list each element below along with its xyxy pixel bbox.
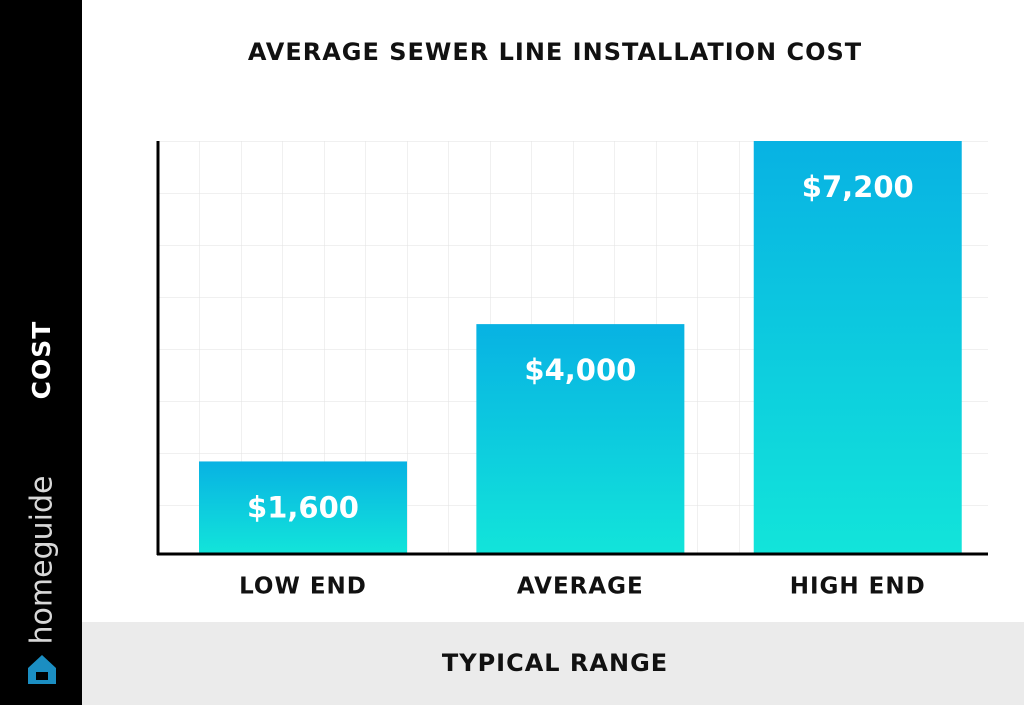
bar xyxy=(753,141,962,553)
bar xyxy=(199,461,407,553)
value-label: $4,000 xyxy=(524,353,636,387)
y-axis-label: COST xyxy=(27,321,56,400)
x-tick-label: LOW END xyxy=(239,574,367,600)
brand-icon xyxy=(28,655,56,684)
value-label: $7,200 xyxy=(802,170,914,204)
chart-title: AVERAGE SEWER LINE INSTALLATION COST xyxy=(248,38,862,66)
sidebar xyxy=(0,0,82,705)
x-axis-label: TYPICAL RANGE xyxy=(442,649,668,677)
value-label: $1,600 xyxy=(247,490,359,524)
x-tick-label: AVERAGE xyxy=(517,574,644,600)
footer-band xyxy=(82,622,1024,705)
brand-logo: homeguide xyxy=(25,476,60,645)
x-tick-label: HIGH END xyxy=(790,574,926,600)
bar xyxy=(476,324,685,553)
